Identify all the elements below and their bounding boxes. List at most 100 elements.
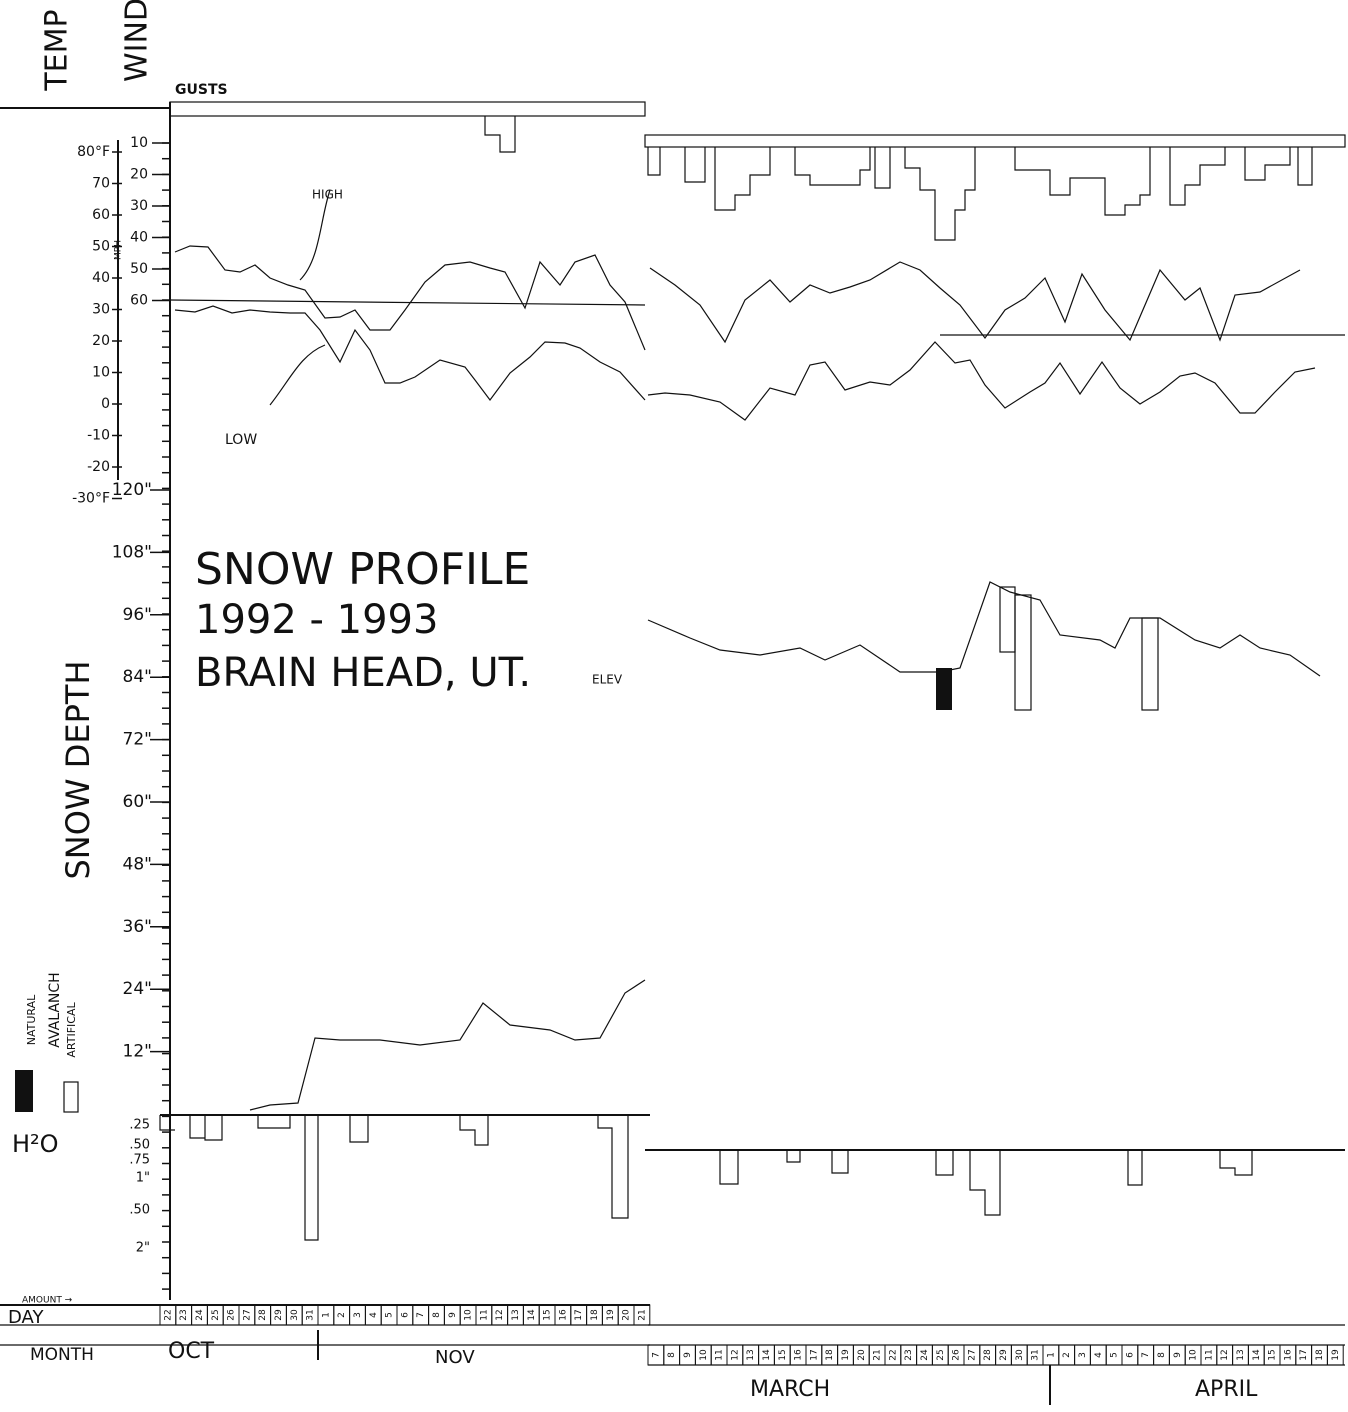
day-number: 12 — [1220, 1349, 1230, 1360]
day-number: 31 — [1031, 1349, 1041, 1360]
temp-tick-label: -10 — [87, 428, 110, 444]
wind-bars — [647, 147, 1313, 241]
snow-depth-label: SNOW DEPTH — [59, 660, 97, 879]
day-number: 22 — [163, 1309, 173, 1320]
day-number: 17 — [1299, 1349, 1309, 1360]
day-number: 24 — [920, 1349, 930, 1361]
temp-tick-label: 50 — [92, 239, 110, 255]
day-number: 2 — [337, 1312, 347, 1318]
day-number: 7 — [416, 1312, 426, 1318]
avalanche-natural: NATURAL — [25, 994, 38, 1045]
title-line3: BRAIN HEAD, UT. — [195, 650, 531, 696]
day-cell — [1326, 1344, 1344, 1366]
day-number: 12 — [730, 1349, 740, 1360]
day-number: 10 — [464, 1309, 474, 1321]
day-number: 18 — [1315, 1349, 1325, 1361]
day-number: 23 — [179, 1309, 189, 1320]
day-number: 9 — [1173, 1352, 1183, 1358]
day-number: 11 — [715, 1349, 725, 1360]
day-number: 26 — [227, 1309, 237, 1321]
day-number: 4 — [369, 1312, 379, 1318]
wind-tick-label: 20 — [130, 167, 148, 183]
low-temp-line — [647, 341, 1316, 421]
day-number: 1 — [321, 1312, 331, 1318]
depth-tick-label: 36" — [123, 917, 152, 937]
day-number: 9 — [683, 1352, 693, 1358]
day-number: 31 — [306, 1309, 316, 1320]
temp-tick-label: 10 — [92, 365, 110, 381]
water-tick-label: 1" — [136, 1171, 150, 1186]
depth-tick-label: 48" — [123, 854, 152, 874]
day-number: 5 — [385, 1312, 395, 1318]
avalanche-key — [63, 1081, 79, 1113]
day-number: 18 — [590, 1309, 600, 1321]
temp-tick-label: 30 — [92, 302, 110, 318]
high-arrow — [299, 189, 331, 281]
day-number: 9 — [448, 1312, 458, 1318]
day-number: 3 — [353, 1312, 363, 1318]
day-number: 13 — [1236, 1349, 1246, 1360]
snow-depth-line — [647, 581, 1321, 677]
day-number: 21 — [637, 1309, 647, 1320]
gust-strip — [169, 101, 646, 117]
high-temp-line — [649, 261, 1301, 344]
day-number: 29 — [274, 1309, 284, 1321]
temp-tick-label: 40 — [92, 270, 110, 286]
day-number: 4 — [1094, 1352, 1104, 1358]
day-number: 28 — [983, 1349, 993, 1361]
month-april: APRIL — [1195, 1377, 1258, 1402]
water-tick-label: .25 — [129, 1118, 150, 1133]
day-number: 16 — [558, 1309, 568, 1321]
gust-strip-right — [644, 134, 1346, 148]
day-number: 15 — [778, 1349, 788, 1360]
day-number: 17 — [574, 1309, 584, 1320]
day-number: 17 — [809, 1349, 819, 1360]
day-number: 2 — [1062, 1352, 1072, 1358]
water-tick-label: .50 — [129, 1138, 150, 1153]
day-number: 8 — [1157, 1352, 1167, 1358]
month-oct: OCT — [168, 1339, 215, 1364]
day-number: 25 — [936, 1349, 946, 1360]
water-tick-label: 2" — [136, 1241, 150, 1256]
depth-tick-label: 96" — [123, 605, 152, 625]
month-nov: NOV — [435, 1347, 475, 1368]
amount-label: AMOUNT → — [22, 1296, 73, 1306]
avalanche-bar — [936, 668, 952, 710]
avalanche-title: AVALANCH — [47, 972, 63, 1047]
day-number: 29 — [999, 1349, 1009, 1361]
day-number: 28 — [258, 1309, 268, 1321]
day-number: 22 — [888, 1349, 898, 1360]
depth-tick-label: 72" — [123, 730, 152, 750]
snow-depth-line — [249, 979, 646, 1111]
mph-label: MPH — [114, 240, 124, 260]
day-number: 13 — [511, 1309, 521, 1320]
day-number: 19 — [841, 1349, 851, 1361]
day-number: 21 — [873, 1349, 883, 1360]
day-number: 11 — [1204, 1349, 1214, 1360]
low-temp-line — [174, 305, 646, 402]
day-number: 20 — [622, 1309, 632, 1321]
mph-60-line — [169, 299, 646, 306]
water-tick-label: .75 — [129, 1153, 150, 1168]
title-line2: 1992 - 1993 — [195, 597, 438, 643]
depth-tick-label: 24" — [123, 979, 152, 999]
day-number: 6 — [1125, 1352, 1135, 1358]
day-label: DAY — [8, 1307, 44, 1328]
temp-tick-label: 60 — [92, 207, 110, 223]
day-number: 14 — [527, 1309, 537, 1321]
day-number: 30 — [290, 1309, 300, 1321]
day-number: 25 — [211, 1309, 221, 1320]
title-line1: SNOW PROFILE — [195, 544, 530, 595]
low-arrow — [269, 344, 326, 406]
day-number: 10 — [699, 1349, 709, 1361]
temp-tick-label: 80°F — [77, 144, 110, 160]
high-temp-line — [174, 245, 646, 351]
day-number: 14 — [762, 1349, 772, 1361]
day-number: 16 — [1283, 1349, 1293, 1361]
day-number: 26 — [952, 1349, 962, 1361]
wind-label: WIND — [120, 0, 155, 82]
day-number: 8 — [432, 1312, 442, 1318]
high-label: HIGH — [312, 188, 343, 202]
day-number: 18 — [825, 1349, 835, 1361]
